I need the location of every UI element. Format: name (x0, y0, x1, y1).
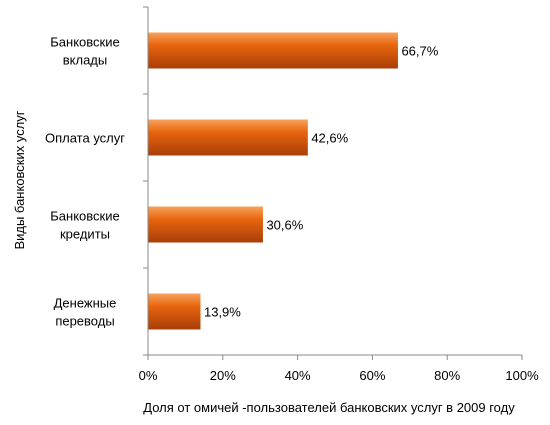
data-label: 66,7% (401, 44, 438, 59)
category-label: Оплата услуг (45, 131, 125, 146)
data-label: 13,9% (204, 305, 241, 320)
x-tick-label: 0% (139, 368, 158, 383)
x-tick-label: 60% (359, 368, 385, 383)
x-tick-label: 40% (285, 368, 311, 383)
category-label-line: Оплата услуг (45, 131, 125, 146)
x-tick-label: 80% (434, 368, 460, 383)
category-label: Денежные переводы (54, 296, 117, 329)
category-label-line: переводы (55, 314, 114, 329)
bar (148, 206, 263, 243)
data-label: 42,6% (311, 131, 348, 146)
bar (148, 293, 201, 330)
category-label-line: кредиты (60, 227, 110, 242)
category-label-line: Банковские (50, 35, 119, 50)
category-label-line: Банковские (50, 209, 119, 224)
y-axis-title: Виды банковских услуг (12, 110, 27, 249)
category-label-line: вклады (63, 53, 107, 68)
x-tick-label: 100% (505, 368, 539, 383)
category-label-line: Денежные (54, 296, 117, 311)
data-label: 30,6% (266, 218, 303, 233)
bar (148, 119, 308, 156)
bar (148, 32, 398, 69)
x-axis-title: Доля от омичей -пользователей банковских… (143, 400, 515, 415)
x-tick-label: 20% (210, 368, 236, 383)
category-label: Банковские кредиты (50, 209, 119, 242)
category-label: Банковские вклады (50, 35, 119, 68)
